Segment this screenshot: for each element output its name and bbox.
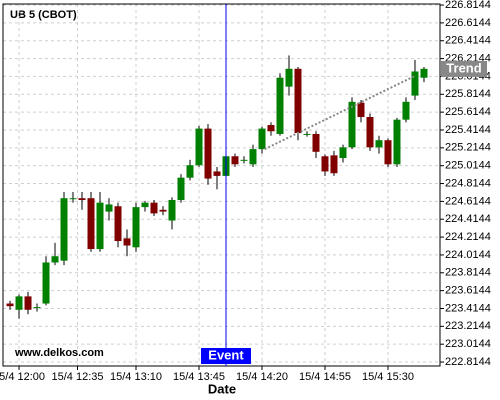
y-tick-label: 223.0144	[445, 338, 491, 350]
y-tick-label: 223.4144	[445, 302, 491, 314]
candle-body	[24, 296, 32, 310]
candle-body	[384, 140, 392, 165]
candle-body	[375, 140, 383, 148]
y-tick-label: 225.4144	[445, 124, 491, 136]
candle-body	[267, 125, 275, 132]
trend-label-box	[441, 60, 487, 77]
y-tick-label: 224.6144	[445, 195, 491, 207]
y-tick-label: 226.8144	[445, 0, 491, 11]
candle-body	[294, 68, 302, 134]
candle-body	[276, 77, 284, 134]
y-tick-label: 225.6144	[445, 106, 491, 118]
candle-body	[330, 155, 338, 174]
candle-body	[42, 262, 50, 304]
event-label-box	[200, 348, 251, 364]
x-tick-label: 15/4 13:45	[173, 371, 225, 383]
y-tick-label: 226.4144	[445, 35, 491, 47]
trend-label: Trend	[446, 60, 481, 75]
candle-body	[357, 102, 365, 117]
candle-body	[168, 199, 176, 221]
candle-body	[366, 116, 374, 148]
candle-body	[312, 133, 320, 152]
candle-body	[339, 147, 347, 159]
x-tick-label: 15/4 12:00	[0, 371, 45, 383]
candle-body	[60, 198, 68, 261]
y-tick-label: 224.8144	[445, 177, 491, 189]
x-tick-label: 15/4 15:30	[362, 371, 414, 383]
y-tick-label: 223.8144	[445, 267, 491, 279]
candle-body	[231, 156, 239, 165]
y-tick-label: 224.4144	[445, 213, 491, 225]
candle-body	[87, 198, 95, 250]
candle-body	[285, 68, 293, 87]
candle-body	[411, 71, 419, 96]
x-axis-title: Date	[208, 381, 236, 396]
candle-body	[141, 202, 149, 208]
candle-body	[186, 165, 194, 178]
candle-body	[258, 128, 266, 150]
candle-body	[69, 198, 77, 200]
x-tick-label: 15/4 12:35	[52, 371, 104, 383]
y-tick-label: 224.2144	[445, 231, 491, 243]
watermark: www.delkos.com	[14, 347, 104, 359]
candle-body	[105, 204, 113, 212]
y-tick-label: 223.6144	[445, 285, 491, 297]
candle-body	[177, 177, 185, 200]
candle-body	[114, 206, 122, 242]
candle-body	[33, 307, 41, 309]
candle-body	[348, 101, 356, 148]
candle-body	[303, 133, 311, 135]
candle-body	[96, 202, 104, 250]
candle-body	[402, 101, 410, 120]
candle-body	[204, 128, 212, 179]
candle-body	[393, 119, 401, 165]
candle-body	[159, 209, 167, 212]
candle-body	[51, 256, 59, 263]
candle-body	[240, 159, 248, 161]
y-tick-label: 225.2144	[445, 142, 491, 154]
candle-body	[78, 198, 86, 200]
y-tick-label: 225.8144	[445, 88, 491, 100]
y-tick-label: 223.2144	[445, 320, 491, 332]
candle-body	[132, 207, 140, 248]
y-tick-label: 226.6144	[445, 17, 491, 29]
y-tick-label: 224.0144	[445, 249, 491, 261]
candle-body	[6, 303, 14, 307]
x-tick-label: 15/4 14:55	[299, 371, 351, 383]
event-label: Event	[208, 347, 244, 362]
y-tick-label: 225.0144	[445, 160, 491, 172]
candle-body	[15, 296, 23, 310]
candle-body	[249, 149, 257, 165]
y-tick-label: 222.8144	[445, 356, 491, 368]
candle-body	[195, 128, 203, 166]
candle-body	[123, 238, 131, 246]
plot-frame	[2, 3, 441, 367]
candle-body	[213, 171, 221, 176]
x-tick-label: 15/4 14:20	[236, 371, 288, 383]
chart-title: UB 5 (CBOT)	[10, 9, 77, 21]
candle-body	[150, 202, 158, 214]
x-tick-label: 15/4 13:10	[110, 371, 162, 383]
candle-body	[420, 68, 428, 78]
candle-body	[321, 156, 329, 172]
